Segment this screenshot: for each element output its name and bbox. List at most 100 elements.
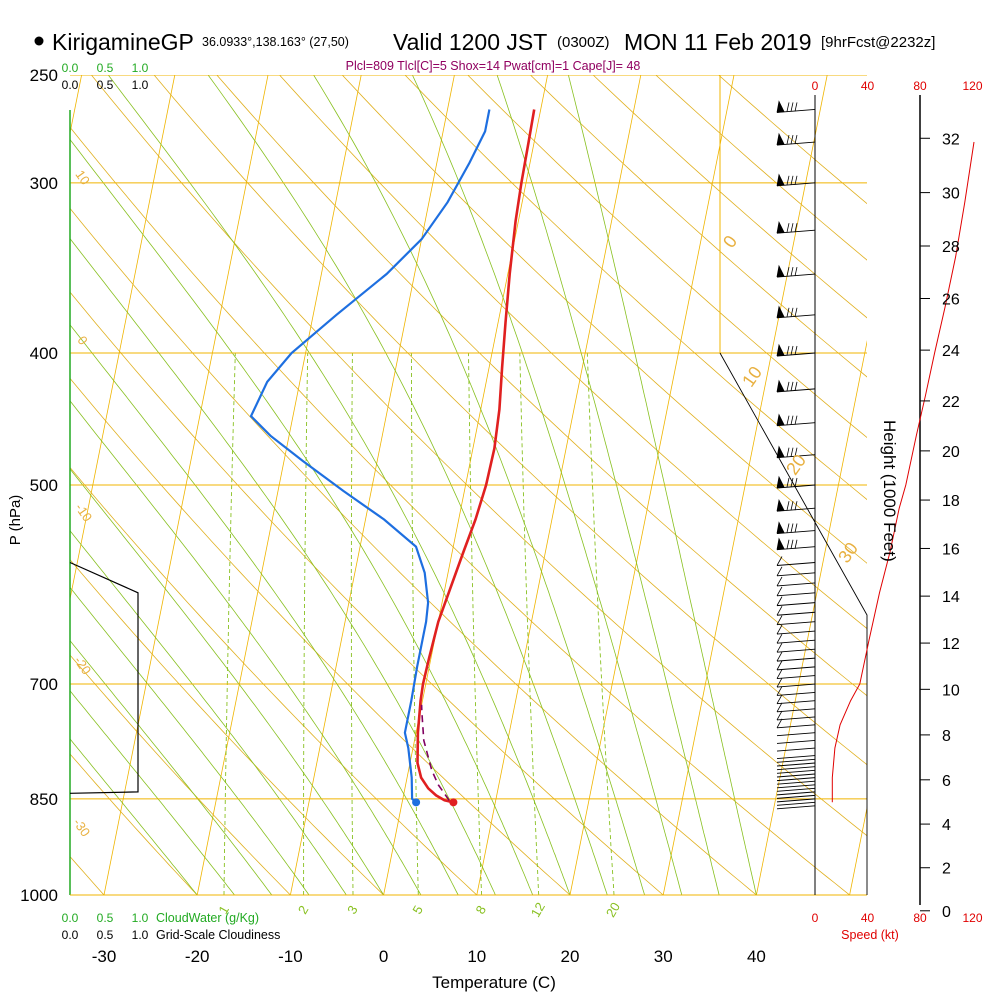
wind-barb-pennant: [776, 173, 785, 187]
wind-barb: [776, 683, 816, 688]
wind-barb-feather: [794, 134, 798, 145]
wind-barb-feather: [776, 651, 783, 662]
wind-barb: [776, 691, 816, 696]
mixing-ratio-line: [519, 352, 540, 895]
mixing-ratio-label: 8: [473, 903, 490, 917]
temperature-tick-label: -20: [185, 947, 210, 966]
cloud-tick-top-green: 1.0: [132, 61, 149, 75]
wind-barb-feather: [776, 694, 783, 704]
cloudiness-tick-top: 0.0: [62, 78, 79, 92]
height-tick-label: 6: [942, 773, 951, 790]
wind-barb: [776, 592, 816, 597]
wind-barb-pennant: [776, 537, 785, 551]
height-tick-label: 32: [942, 131, 960, 148]
height-tick-label: 12: [942, 636, 960, 653]
wind-barb: [776, 716, 816, 721]
wind-barb: [776, 314, 816, 319]
wind-barb-feather: [786, 477, 790, 488]
wind-barb-feather: [776, 615, 783, 625]
wind-barb: [776, 562, 816, 566]
valid-time: Valid 1200 JST: [393, 29, 547, 55]
height-tick-label: 24: [942, 343, 960, 360]
height-tick-label: 28: [942, 239, 960, 256]
wind-barb-feather: [794, 266, 798, 277]
speed-tick-bottom: 120: [962, 911, 982, 925]
dry-adiabat-line: [592, 75, 867, 319]
wind-barb-feather: [776, 702, 783, 713]
cloud-tick-bottom-green: 0.0: [62, 911, 79, 925]
station-coords: 36.0933°,138.163° (27,50): [202, 35, 349, 49]
wind-barb: [776, 798, 816, 803]
wind-barb-feather: [790, 477, 794, 488]
wind-barb-feather: [790, 447, 794, 457]
wind-barb: [776, 773, 816, 778]
wind-barb: [776, 630, 816, 635]
wind-barb-feather: [786, 175, 790, 185]
wind-barb: [776, 700, 816, 705]
cloudwater-axis-title: CloudWater (g/Kg): [156, 911, 259, 925]
wind-barb: [776, 755, 816, 760]
wind-barb: [776, 352, 816, 357]
wind-barb-feather: [776, 556, 783, 566]
temperature-tick-label: 20: [561, 947, 580, 966]
wind-barb-feather: [776, 633, 783, 644]
valid-utc: (0300Z): [557, 34, 610, 51]
wind-barb: [776, 794, 816, 799]
wind-barb: [776, 572, 816, 577]
wind-barb-feather: [794, 307, 798, 317]
mixing-ratio-line: [468, 352, 483, 895]
moist-adiabat-line: [70, 468, 384, 895]
wind-barb-feather: [776, 566, 783, 576]
theta-label: 30: [834, 539, 862, 567]
barb-region-border: [719, 352, 868, 895]
wind-barb: [776, 784, 816, 789]
wind-barb: [776, 801, 816, 806]
wind-barb-feather: [794, 447, 798, 457]
wind-barb: [776, 484, 816, 489]
isotherm-label: -20: [71, 653, 94, 677]
wind-barb: [776, 582, 816, 587]
pressure-tick-label: 500: [30, 476, 58, 495]
wind-barb: [776, 666, 816, 671]
wind-barb: [776, 708, 816, 713]
height-tick-label: 22: [942, 394, 960, 411]
pressure-tick-label: 700: [30, 675, 58, 694]
wind-barb: [776, 724, 816, 729]
pressure-tick-label: 1000: [20, 886, 58, 905]
wind-barb: [776, 639, 816, 644]
cloud-tick-bottom-green: 1.0: [132, 911, 149, 925]
wind-barb: [776, 758, 816, 763]
wind-barb: [776, 762, 816, 767]
wind-barb-feather: [794, 381, 798, 391]
height-tick-label: 2: [942, 861, 951, 878]
wind-barb-pennant: [776, 264, 785, 278]
wind-barb-feather: [790, 175, 794, 185]
wind-barb-feather: [786, 415, 790, 425]
height-tick-label: 0: [942, 904, 951, 921]
wind-barb-feather: [790, 523, 794, 533]
wind-barb-feather: [776, 643, 783, 653]
dewpoint-profile: [249, 109, 491, 804]
moist-adiabat-line: [70, 530, 347, 895]
speed-axis-title: Speed (kt): [841, 928, 899, 942]
wind-barb-feather: [776, 718, 783, 729]
pressure-tick-label: 400: [30, 344, 58, 363]
parcel-path: [420, 704, 450, 801]
moist-adiabat-line: [70, 690, 235, 895]
wind-barb-feather: [794, 345, 798, 356]
speed-tick-bottom: 0: [812, 911, 819, 925]
wind-barb-pennant: [776, 475, 785, 489]
cloudiness-axis-title: Grid-Scale Cloudiness: [156, 928, 280, 942]
wind-barb-pennant: [776, 498, 785, 512]
height-tick-label: 16: [942, 541, 960, 558]
wind-barb: [776, 546, 816, 551]
moist-adiabat-line: [70, 138, 534, 895]
wind-barb-feather: [776, 576, 783, 587]
wind-barbs: [776, 95, 816, 895]
wind-barb-feather: [786, 447, 790, 457]
speed-tick-top: 40: [861, 79, 875, 93]
height-tick-label: 18: [942, 493, 960, 510]
cloudiness-tick-bottom: 0.0: [62, 928, 79, 942]
height-tick-label: 4: [942, 817, 951, 834]
